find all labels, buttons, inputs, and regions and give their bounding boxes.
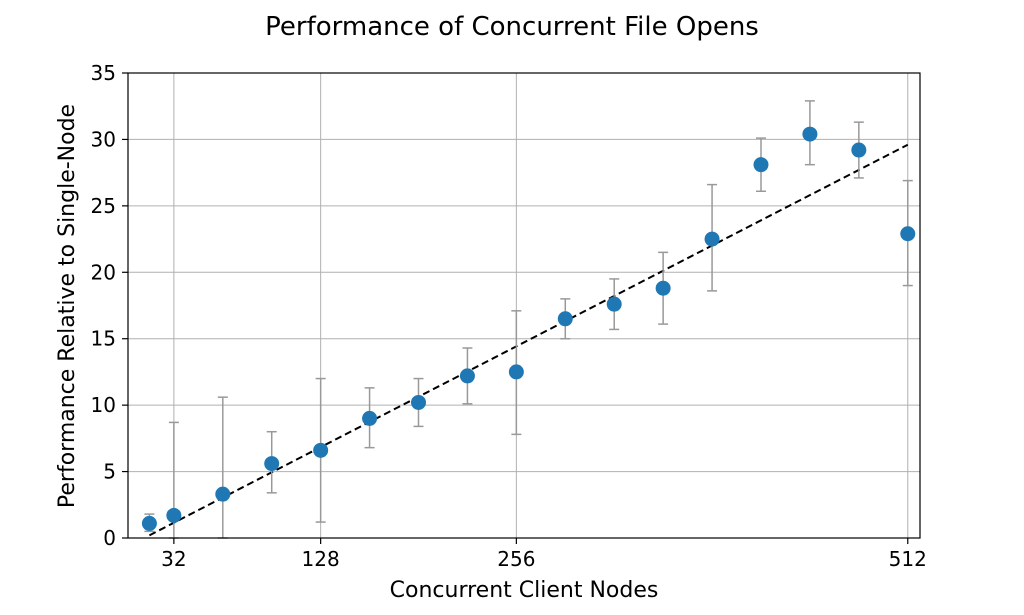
y-tick-label: 20 — [91, 260, 116, 284]
data-point — [411, 394, 427, 410]
x-tick-label: 512 — [889, 547, 927, 571]
data-point — [704, 231, 720, 247]
error-bar — [217, 396, 228, 539]
x-axis-label: Concurrent Client Nodes — [390, 578, 659, 603]
y-tick-label: 10 — [91, 393, 116, 417]
data-point — [264, 456, 280, 472]
grid — [128, 72, 920, 539]
y-tick-label: 15 — [91, 327, 116, 351]
data-point — [557, 311, 573, 327]
data-point — [802, 126, 818, 142]
data-point — [900, 226, 916, 242]
data-point — [655, 280, 671, 296]
y-tick-label: 30 — [91, 127, 116, 151]
data-point — [753, 157, 769, 173]
data-point — [851, 142, 867, 158]
data-point — [606, 296, 622, 312]
plot-frame — [127, 72, 921, 539]
y-tick-label: 25 — [91, 194, 116, 218]
y-axis-label: Performance Relative to Single-Node — [55, 104, 80, 508]
data-point — [362, 410, 378, 426]
data-point — [508, 364, 524, 380]
data-point — [215, 486, 231, 502]
data-points — [141, 126, 916, 531]
y-tick-label: 35 — [91, 61, 116, 85]
x-tick-label: 128 — [302, 547, 340, 571]
data-point — [166, 507, 182, 523]
data-point — [313, 442, 329, 458]
error-bars — [144, 100, 913, 539]
x-axis-ticks: 32 128 256 512 — [161, 538, 927, 571]
y-tick-label: 5 — [103, 460, 116, 484]
fit-line-layer — [148, 143, 909, 537]
y-axis-ticks: 0 5 10 15 20 25 30 35 — [91, 61, 128, 550]
x-tick-label: 256 — [497, 547, 535, 571]
chart-title: Performance of Concurrent File Opens — [265, 12, 759, 42]
trend-line — [148, 143, 909, 537]
x-tick-label: 32 — [161, 547, 186, 571]
y-tick-label: 0 — [103, 526, 116, 550]
data-point — [141, 515, 157, 531]
data-point — [459, 368, 475, 384]
